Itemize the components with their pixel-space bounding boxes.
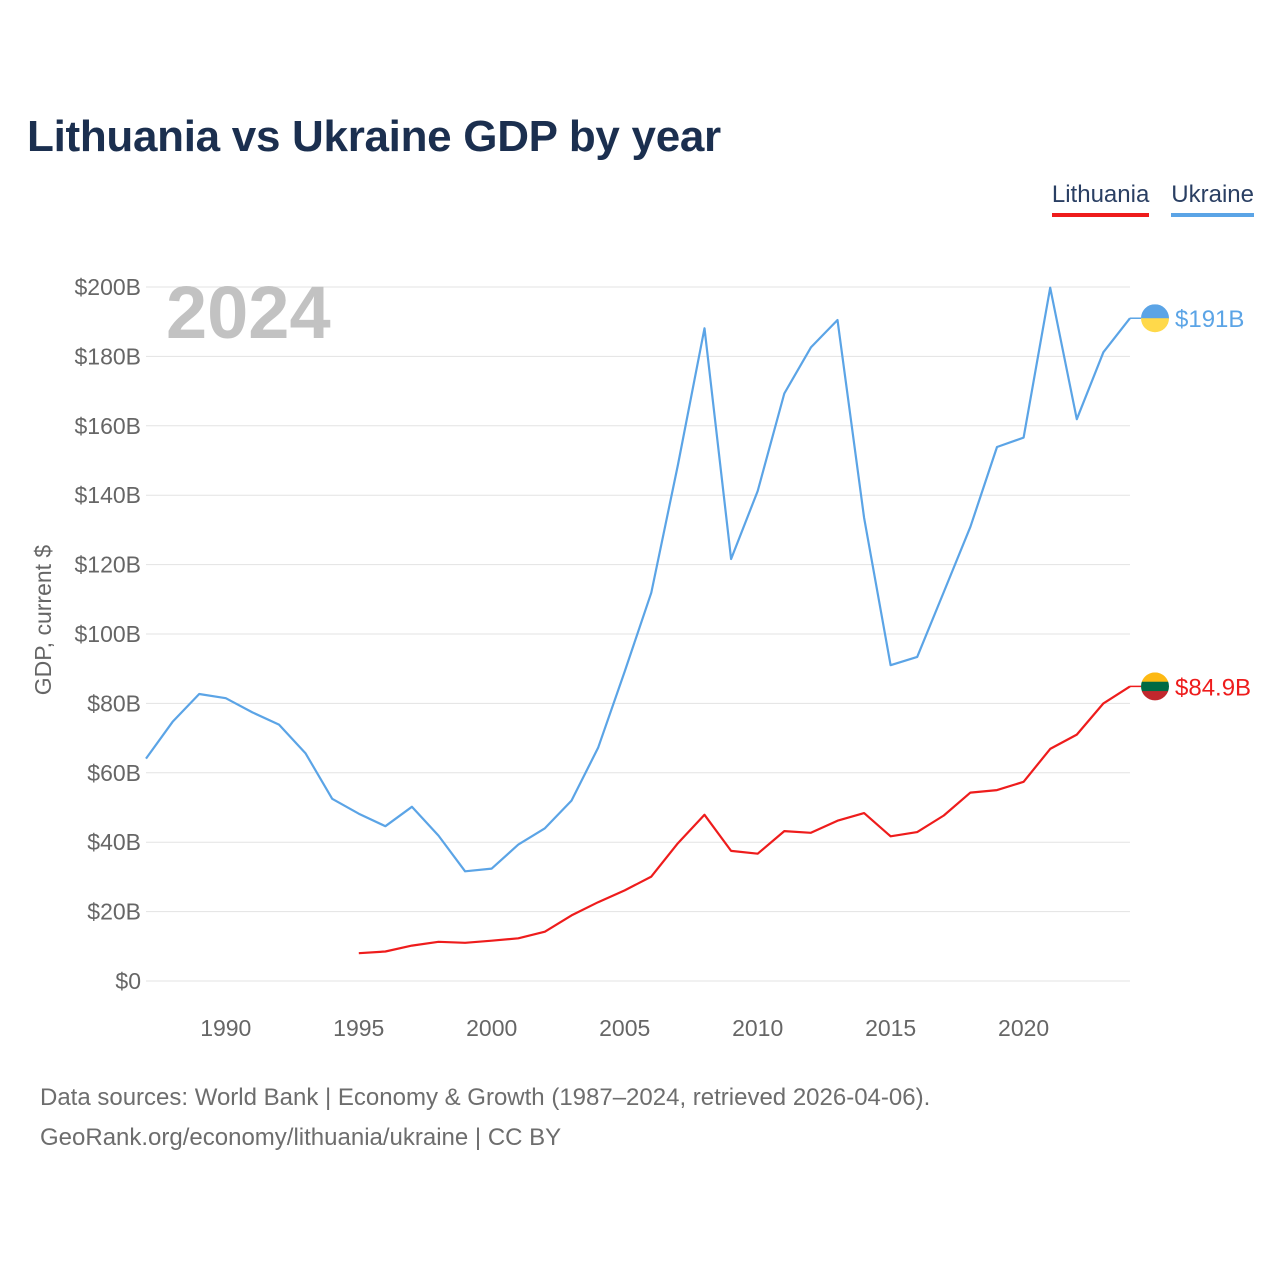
x-tick-label: 2005 bbox=[599, 1015, 650, 1041]
legend-item-ukraine[interactable]: Ukraine bbox=[1171, 180, 1254, 217]
end-label-lithuania: $84.9B bbox=[1175, 674, 1251, 701]
flag-stripe bbox=[1141, 304, 1169, 319]
y-tick-label: $180B bbox=[74, 343, 141, 369]
y-tick-label: $200B bbox=[74, 274, 141, 300]
flag-lithuania-icon bbox=[1141, 672, 1169, 701]
y-tick-label: $160B bbox=[74, 413, 141, 439]
y-tick-label: $40B bbox=[87, 829, 141, 855]
end-label-ukraine: $191B bbox=[1175, 306, 1244, 333]
y-tick-label: $0 bbox=[115, 968, 141, 994]
flag-ukraine-icon bbox=[1141, 304, 1169, 333]
y-tick-label: $100B bbox=[74, 621, 141, 647]
series-line-lithuania bbox=[358, 685, 1131, 955]
y-tick-label: $60B bbox=[87, 760, 141, 786]
y-axis-ticks: $0 $20B $40B $60B $80B $100B $120B $140B $160B $1… bbox=[74, 274, 141, 994]
gridlines bbox=[146, 286, 1130, 982]
flag-stripe bbox=[1141, 681, 1169, 692]
legend: Lithuania Ukraine bbox=[1051, 180, 1254, 217]
x-axis-ticks: 1990 1995 2000 2005 2010 2015 2020 bbox=[200, 1015, 1049, 1041]
y-tick-label: $20B bbox=[87, 899, 141, 925]
y-tick-label: $140B bbox=[74, 482, 141, 508]
data-source-text: Data sources: World Bank | Economy & Gro… bbox=[40, 1084, 931, 1111]
x-tick-label: 2020 bbox=[998, 1015, 1049, 1041]
x-tick-label: 2000 bbox=[466, 1015, 517, 1041]
x-tick-label: 2010 bbox=[732, 1015, 783, 1041]
flag-stripe bbox=[1141, 672, 1169, 683]
series-end-labels: $84.9B $191B bbox=[1130, 304, 1251, 701]
series-lines bbox=[145, 286, 1131, 955]
flag-stripe bbox=[1141, 318, 1169, 333]
chart-title: Lithuania vs Ukraine GDP by year bbox=[27, 112, 721, 161]
y-tick-label: $120B bbox=[74, 552, 141, 578]
y-axis-label: GDP, current $ bbox=[30, 545, 56, 696]
legend-item-lithuania[interactable]: Lithuania bbox=[1051, 180, 1150, 217]
chart-area: 2024 $0 $20B $40B $60B $80B $100B $120B $140B $1… bbox=[30, 271, 1251, 1041]
y-tick-label: $80B bbox=[87, 690, 141, 716]
x-tick-label: 2015 bbox=[865, 1015, 916, 1041]
series-line-ukraine bbox=[145, 286, 1131, 873]
x-tick-label: 1990 bbox=[200, 1015, 251, 1041]
flag-stripe bbox=[1141, 691, 1169, 701]
attribution-link[interactable]: GeoRank.org/economy/lithuania/ukraine | … bbox=[40, 1124, 562, 1151]
year-watermark: 2024 bbox=[166, 271, 331, 354]
x-tick-label: 1995 bbox=[333, 1015, 384, 1041]
